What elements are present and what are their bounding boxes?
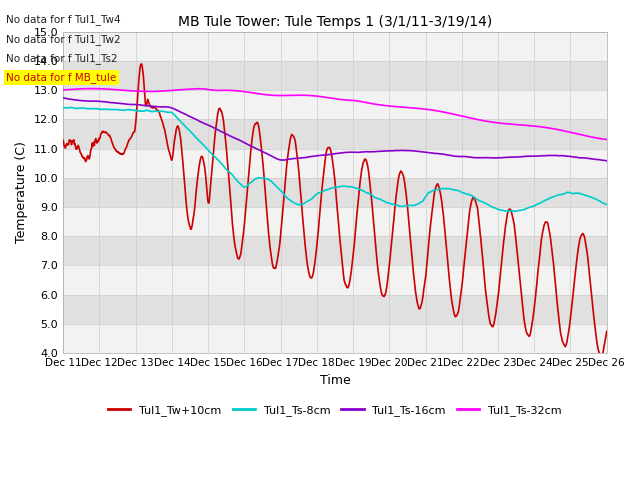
Y-axis label: Temperature (C): Temperature (C) — [15, 142, 28, 243]
Bar — [63, 32, 607, 61]
Bar — [63, 119, 607, 148]
Bar — [63, 90, 607, 119]
Legend: Tul1_Tw+10cm, Tul1_Ts-8cm, Tul1_Ts-16cm, Tul1_Ts-32cm: Tul1_Tw+10cm, Tul1_Ts-8cm, Tul1_Ts-16cm,… — [104, 401, 566, 420]
Bar — [63, 207, 607, 236]
Bar — [63, 324, 607, 353]
Bar — [63, 148, 607, 178]
Text: No data for f MB_tule: No data for f MB_tule — [6, 72, 116, 83]
Text: No data for f Tul1_Tw2: No data for f Tul1_Tw2 — [6, 34, 121, 45]
X-axis label: Time: Time — [319, 373, 350, 386]
Bar — [63, 295, 607, 324]
Bar — [63, 178, 607, 207]
Bar — [63, 236, 607, 265]
Title: MB Tule Tower: Tule Temps 1 (3/1/11-3/19/14): MB Tule Tower: Tule Temps 1 (3/1/11-3/19… — [178, 15, 492, 29]
Bar — [63, 61, 607, 90]
Bar — [63, 265, 607, 295]
Text: No data for f Tul1_Tw4: No data for f Tul1_Tw4 — [6, 14, 121, 25]
Text: No data for f Tul1_Ts2: No data for f Tul1_Ts2 — [6, 53, 118, 64]
